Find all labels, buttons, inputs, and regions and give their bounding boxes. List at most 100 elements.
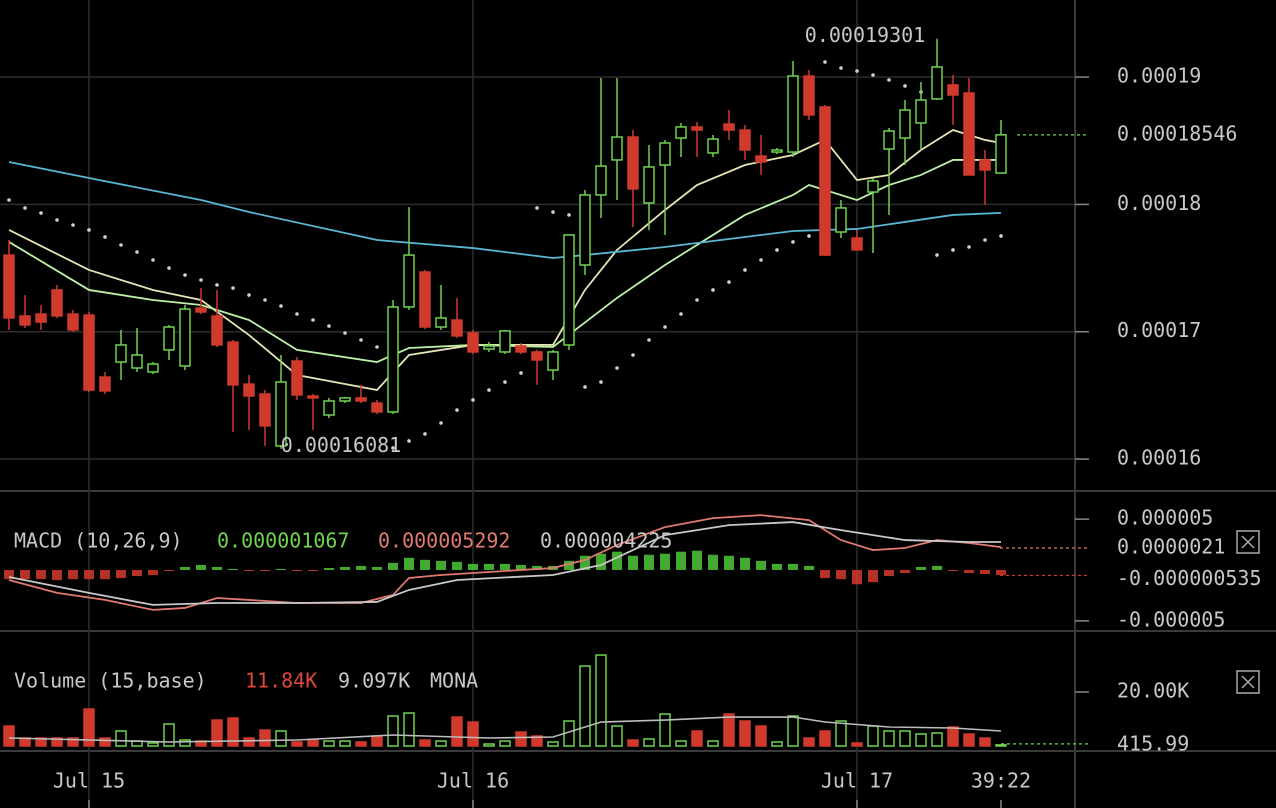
sar-dot — [887, 78, 891, 82]
candle-body — [739, 129, 751, 151]
candle-body — [755, 155, 767, 163]
sar-dot — [967, 245, 971, 249]
macd-histogram-bar — [564, 560, 574, 570]
volume-bar — [387, 715, 399, 747]
candle-body — [387, 306, 399, 413]
volume-bar — [739, 720, 751, 747]
volume-bar — [659, 713, 671, 747]
macd-histogram-bar — [260, 570, 270, 572]
sar-dot — [711, 288, 715, 292]
volume-bar — [323, 740, 335, 747]
macd-histogram-bar — [84, 570, 94, 580]
macd-histogram-bar — [900, 570, 910, 574]
sar-dot — [119, 243, 123, 247]
candle-body — [227, 341, 239, 386]
candle-body — [643, 166, 655, 204]
sar-dot — [247, 293, 251, 297]
macd-histogram-bar — [164, 570, 174, 572]
sar-dot — [71, 223, 75, 227]
volume-bar — [83, 708, 95, 747]
y-tick-label: 0.00016 — [1117, 446, 1201, 470]
macd-histogram-bar — [804, 565, 814, 570]
volume-bar — [451, 716, 463, 747]
last-volume-label: 415.99 — [1117, 731, 1189, 755]
macd-histogram-bar — [676, 551, 686, 570]
macd-histogram-bar — [644, 554, 654, 570]
sar-dot — [87, 228, 91, 232]
candle-body — [179, 308, 191, 367]
sar-dot — [807, 234, 811, 238]
macd-histogram-bar — [228, 568, 238, 570]
candle-body — [723, 123, 735, 131]
close-icon[interactable] — [1241, 535, 1255, 549]
volume-bar — [403, 712, 415, 747]
sar-dot — [183, 273, 187, 277]
sar-dot — [311, 318, 315, 322]
volume-bar — [227, 717, 239, 747]
macd-histogram-bar — [932, 565, 942, 570]
volume-bar — [179, 739, 191, 747]
sar-dot — [167, 266, 171, 270]
macd-histogram-bar — [724, 555, 734, 570]
volume-bar — [339, 740, 351, 747]
candle-body — [67, 313, 79, 331]
sar-dot — [983, 238, 987, 242]
candle-body — [675, 126, 687, 139]
volume-bar — [947, 726, 959, 747]
y-tick-label: 0.00019 — [1117, 64, 1201, 88]
y-tick-label: 20.00K — [1117, 678, 1189, 702]
volume-bar — [979, 737, 991, 747]
sar-dot — [391, 446, 395, 450]
volume-bar — [803, 737, 815, 747]
macd-histogram-bar — [404, 557, 414, 570]
candle-body — [339, 397, 351, 402]
macd-histogram-bar — [516, 564, 526, 570]
close-button[interactable] — [1236, 530, 1260, 554]
macd-histogram-bar — [484, 563, 494, 570]
candle-body — [291, 360, 303, 396]
volume-bar — [211, 719, 223, 747]
y-tick-label: -0.000005 — [1117, 607, 1225, 631]
candle-body — [531, 351, 543, 361]
macd-histogram-bar — [628, 555, 638, 570]
candle-body — [899, 109, 911, 139]
candle-body — [83, 314, 95, 391]
macd-histogram-bar — [324, 567, 334, 570]
macd-histogram-bar — [196, 564, 206, 570]
sar-dot — [407, 439, 411, 443]
x-tick-label: Jul 16 — [437, 769, 509, 793]
sar-dot — [55, 218, 59, 222]
volume-bar — [771, 741, 783, 747]
close-icon[interactable] — [1241, 675, 1255, 689]
sar-dot — [103, 235, 107, 239]
macd-histogram-bar — [580, 555, 590, 570]
volume-bar — [963, 733, 975, 747]
sar-dot — [551, 210, 555, 214]
candle-body — [579, 194, 591, 266]
sar-dot — [343, 331, 347, 335]
macd-line — [8, 521, 1001, 606]
macd-histogram-bar — [4, 570, 14, 580]
candle-body — [883, 130, 895, 150]
macd-histogram-bar — [180, 566, 190, 570]
volume-bar — [835, 720, 847, 747]
sar-dot — [679, 312, 683, 316]
macd-histogram-bar — [836, 570, 846, 580]
macd-histogram-bar — [340, 566, 350, 570]
close-box[interactable] — [1236, 670, 1260, 694]
sar-dot — [535, 206, 539, 210]
sar-dot — [727, 280, 731, 284]
sar-dot — [631, 353, 635, 357]
sar-dot — [439, 421, 443, 425]
close-button[interactable] — [1236, 670, 1260, 694]
sar-dot — [455, 408, 459, 412]
candle-body — [851, 237, 863, 251]
candle-body — [611, 136, 623, 161]
candle-body — [243, 383, 255, 397]
volume-bar — [499, 740, 511, 747]
close-box[interactable] — [1236, 530, 1260, 554]
volume-bar — [627, 739, 639, 747]
moving-average — [8, 129, 1002, 392]
volume-bar — [275, 730, 287, 747]
